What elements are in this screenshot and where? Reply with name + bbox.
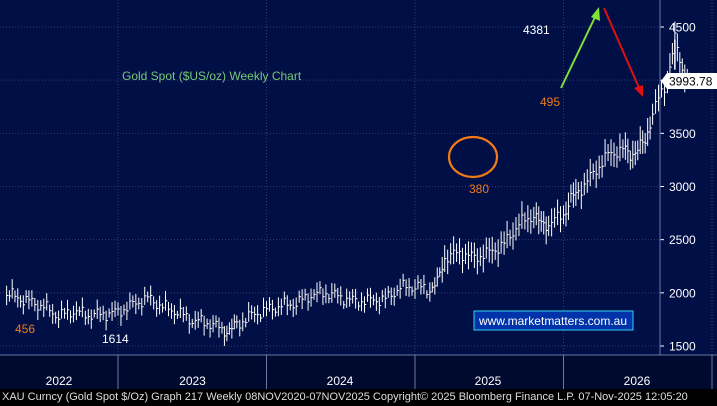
footer-text: XAU Curncy (Gold Spot $/Oz) Graph 217 We… — [2, 391, 688, 403]
x-axis: 2022 2023 2024 2025 2026 — [0, 354, 717, 389]
down-arrow-head — [634, 85, 643, 97]
x-axis-band — [0, 355, 717, 389]
x-tick-label: 2026 — [624, 374, 651, 388]
y-tick-label: 3000 — [669, 180, 696, 194]
annotation-1614: 1614 — [102, 332, 129, 346]
y-tick-label: 2500 — [669, 233, 696, 247]
watermark-text: www.marketmatters.com.au — [478, 314, 627, 328]
annotation-495: 495 — [540, 95, 560, 109]
down-arrow — [603, 7, 641, 91]
watermark-box — [473, 310, 634, 331]
x-tick-label: 2023 — [179, 374, 206, 388]
x-tick-label: 2025 — [475, 374, 502, 388]
footer-bar: XAU Curncy (Gold Spot $/Oz) Graph 217 We… — [0, 389, 717, 406]
y-tick-label: 1500 — [669, 340, 696, 354]
x-tick-label: 2024 — [327, 374, 354, 388]
y-tick-label: 2000 — [669, 286, 696, 300]
consolidation-circle — [447, 135, 499, 179]
current-price-badge — [661, 73, 717, 89]
y-tick-label: 3500 — [669, 127, 696, 141]
x-tick-label: 2022 — [46, 374, 73, 388]
annotation-4381: 4381 — [523, 23, 550, 37]
y-tick-label: 4500 — [669, 21, 696, 35]
up-arrow-head — [591, 7, 600, 21]
chart-title: Gold Spot ($US/oz) Weekly Chart — [122, 69, 302, 83]
price-series — [6, 21, 691, 346]
annotation-456: 456 — [15, 322, 35, 336]
annotation-380: 380 — [469, 182, 489, 196]
gridlines — [0, 0, 713, 355]
up-arrow — [560, 12, 598, 89]
current-price-label: 3993.78 — [669, 75, 713, 89]
